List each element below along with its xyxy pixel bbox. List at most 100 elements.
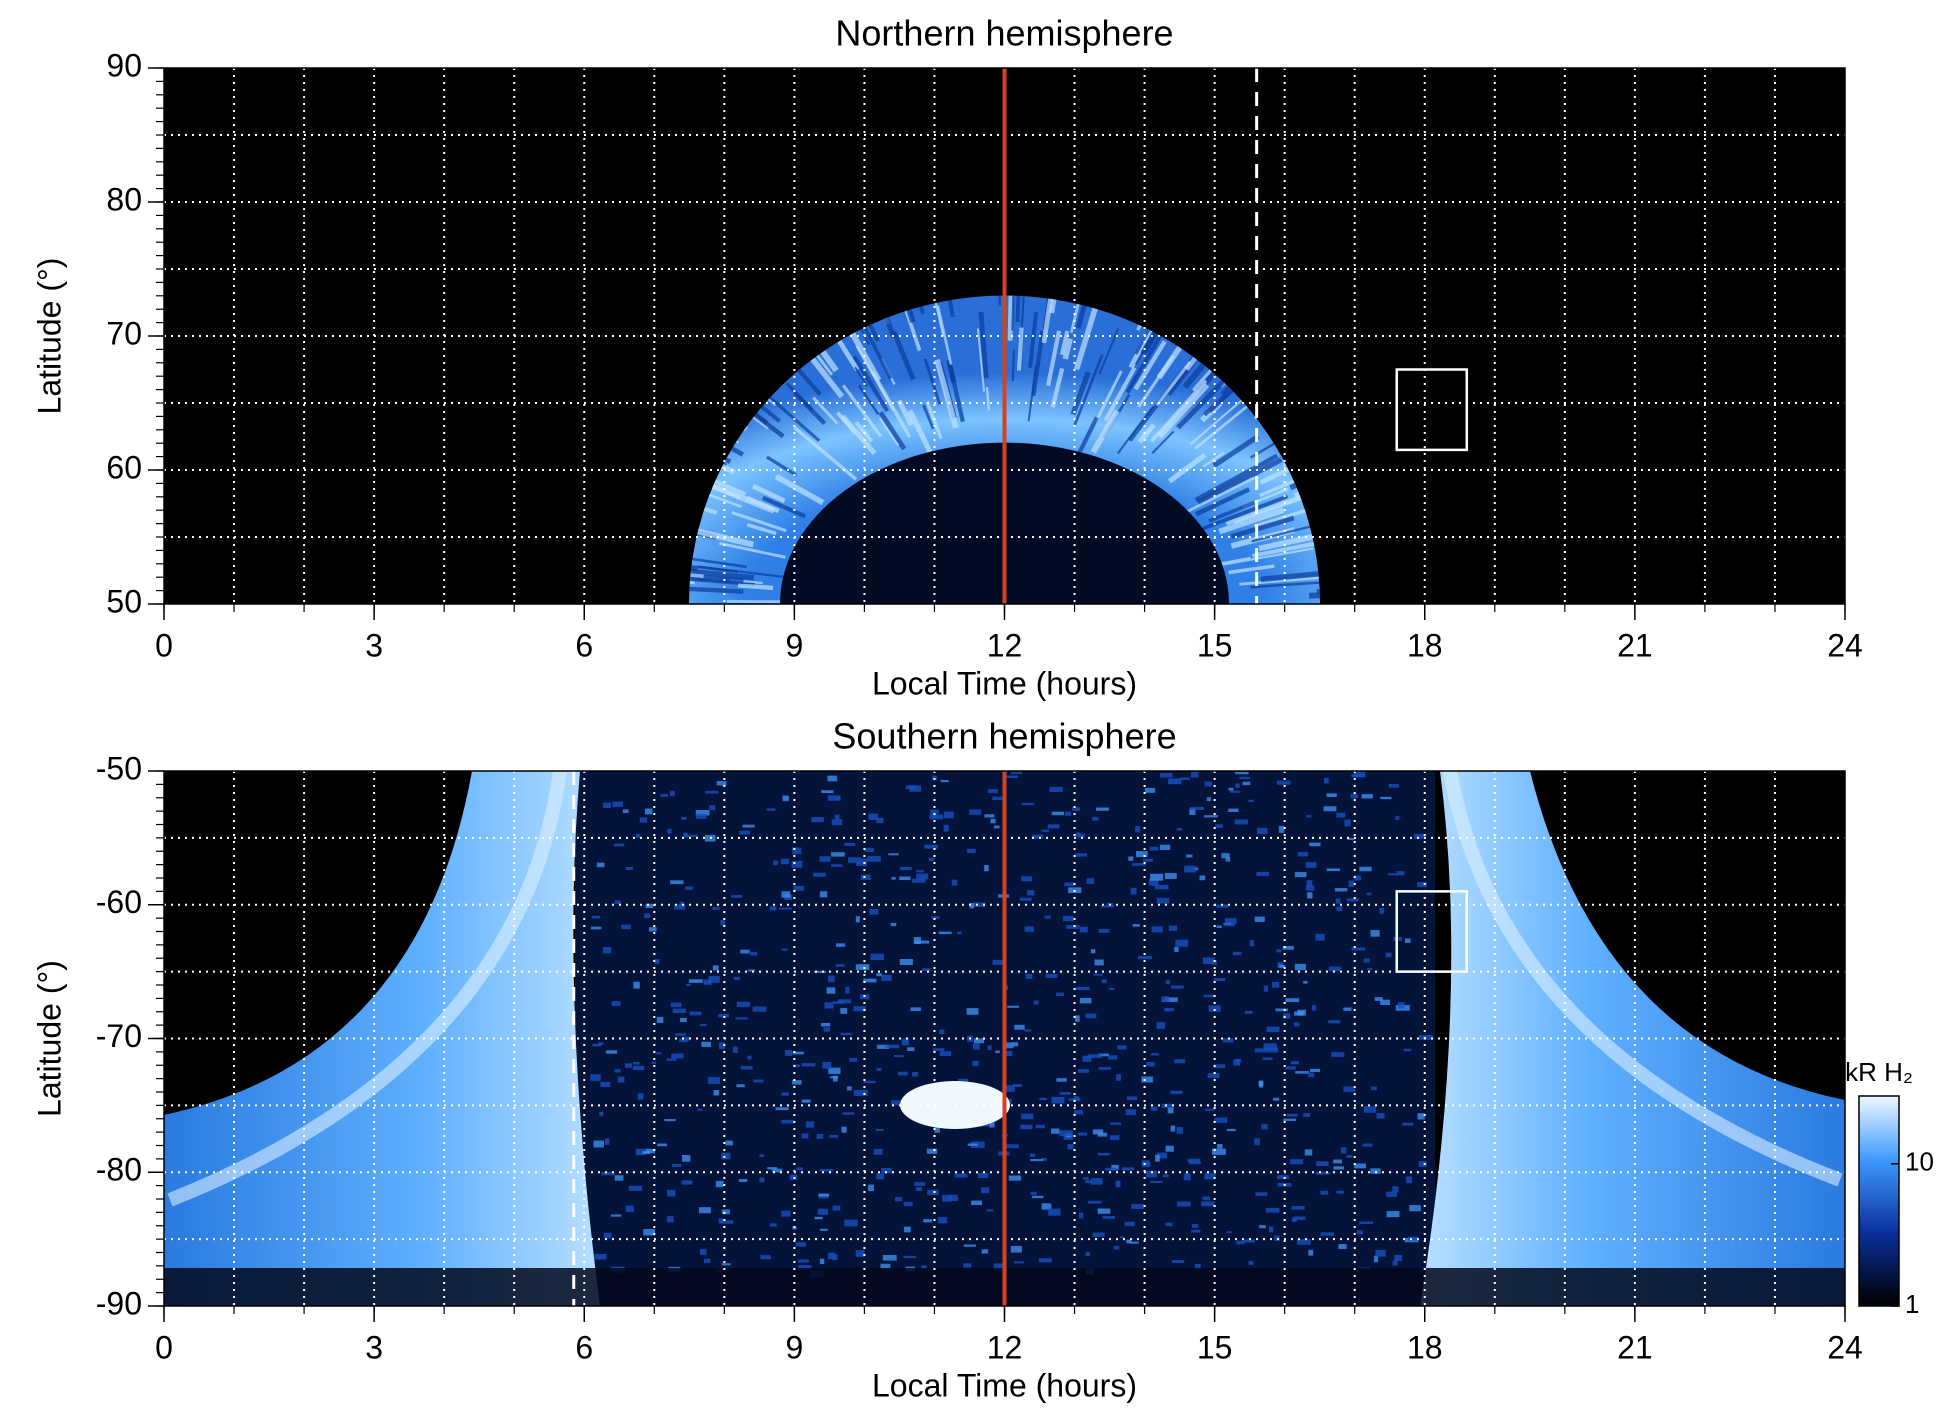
speckle bbox=[666, 1058, 677, 1061]
speckle bbox=[907, 1047, 915, 1051]
speckle bbox=[1215, 824, 1223, 829]
speckle bbox=[781, 1210, 791, 1217]
speckle bbox=[989, 1122, 995, 1128]
speckle bbox=[1056, 992, 1064, 997]
speckle bbox=[1092, 1232, 1105, 1237]
streak bbox=[1103, 366, 1137, 422]
x-tick-label: 3 bbox=[365, 1329, 383, 1365]
speckle bbox=[748, 969, 756, 972]
speckle bbox=[792, 1064, 800, 1068]
speckle bbox=[1116, 1074, 1121, 1081]
speckle bbox=[1386, 1211, 1400, 1218]
speckle bbox=[859, 858, 868, 863]
streak bbox=[1230, 515, 1295, 539]
streak bbox=[726, 599, 788, 604]
speckle bbox=[827, 795, 841, 801]
speckle bbox=[1191, 1229, 1201, 1233]
speckle bbox=[1161, 996, 1170, 1003]
speckle bbox=[720, 919, 725, 926]
streak bbox=[1212, 434, 1260, 468]
speckle bbox=[937, 1217, 948, 1224]
speckle bbox=[1305, 862, 1317, 868]
speckle bbox=[1013, 1084, 1022, 1087]
speckle bbox=[592, 1043, 602, 1047]
speckle bbox=[1011, 771, 1023, 775]
speckle bbox=[1307, 892, 1313, 899]
speckle bbox=[1323, 777, 1329, 784]
speckle bbox=[593, 1140, 604, 1148]
speckle bbox=[890, 1100, 902, 1106]
speckle bbox=[671, 1163, 682, 1167]
speckle bbox=[972, 1043, 980, 1050]
speckle bbox=[899, 876, 911, 881]
speckle bbox=[1296, 1239, 1311, 1245]
speckle bbox=[713, 1090, 720, 1096]
speckle bbox=[695, 813, 707, 819]
speckle bbox=[1283, 1118, 1296, 1121]
speckle bbox=[831, 864, 843, 867]
streak bbox=[1098, 328, 1120, 375]
speckle bbox=[718, 1013, 730, 1018]
speckle bbox=[1102, 1215, 1115, 1219]
streak bbox=[689, 552, 747, 569]
streak bbox=[1125, 328, 1166, 394]
speckle bbox=[1371, 1086, 1377, 1091]
streak bbox=[1137, 423, 1156, 444]
speckle bbox=[651, 1061, 657, 1064]
speckle bbox=[801, 1133, 809, 1139]
speckle bbox=[1051, 1128, 1060, 1134]
speckle bbox=[981, 1249, 989, 1254]
streak bbox=[1070, 371, 1091, 416]
speckle bbox=[611, 1001, 621, 1006]
speckle bbox=[1131, 1204, 1145, 1209]
speckle bbox=[1170, 1125, 1176, 1132]
streak bbox=[891, 330, 916, 381]
speckle bbox=[1258, 1225, 1266, 1229]
speckle bbox=[1150, 1180, 1163, 1183]
speckle bbox=[1323, 806, 1337, 812]
speckle bbox=[1174, 1059, 1185, 1064]
speckle bbox=[881, 1167, 892, 1174]
speckle bbox=[715, 1180, 724, 1188]
streak bbox=[852, 355, 890, 413]
speckle bbox=[1336, 906, 1343, 911]
streak bbox=[1182, 360, 1209, 390]
speckle bbox=[844, 1219, 858, 1227]
speckle bbox=[1370, 1168, 1381, 1174]
speckle bbox=[901, 1038, 910, 1046]
speckle bbox=[1077, 1132, 1088, 1136]
speckle bbox=[844, 842, 856, 847]
speckle bbox=[1165, 1222, 1173, 1227]
speckle bbox=[1279, 964, 1286, 968]
speckle bbox=[1098, 929, 1110, 933]
speckle bbox=[822, 1061, 832, 1069]
speckle bbox=[903, 1201, 913, 1207]
speckle bbox=[781, 1119, 794, 1124]
speckle bbox=[725, 1140, 733, 1146]
speckle bbox=[1354, 875, 1361, 881]
streak bbox=[1041, 295, 1057, 344]
speckle bbox=[1045, 973, 1058, 978]
speckle bbox=[704, 1258, 711, 1264]
speckle bbox=[644, 913, 651, 919]
speckle bbox=[1100, 905, 1115, 908]
speckle bbox=[766, 808, 776, 811]
speckle bbox=[1293, 1022, 1300, 1027]
speckle bbox=[1024, 1029, 1032, 1032]
speckle bbox=[625, 1205, 634, 1213]
speckle bbox=[1291, 1205, 1305, 1210]
speckle bbox=[1090, 949, 1096, 954]
speckle bbox=[753, 1079, 764, 1083]
speckle bbox=[819, 891, 828, 898]
speckle bbox=[821, 790, 834, 794]
speckle bbox=[1191, 771, 1199, 778]
speckle bbox=[992, 959, 1003, 965]
speckle bbox=[612, 801, 623, 807]
speckle bbox=[814, 970, 826, 973]
speckle bbox=[1222, 1038, 1234, 1043]
speckle bbox=[987, 1045, 992, 1051]
speckle bbox=[1348, 880, 1355, 887]
speckle bbox=[1092, 1129, 1104, 1135]
region-box bbox=[1395, 890, 1469, 973]
speckle bbox=[1282, 1013, 1291, 1019]
